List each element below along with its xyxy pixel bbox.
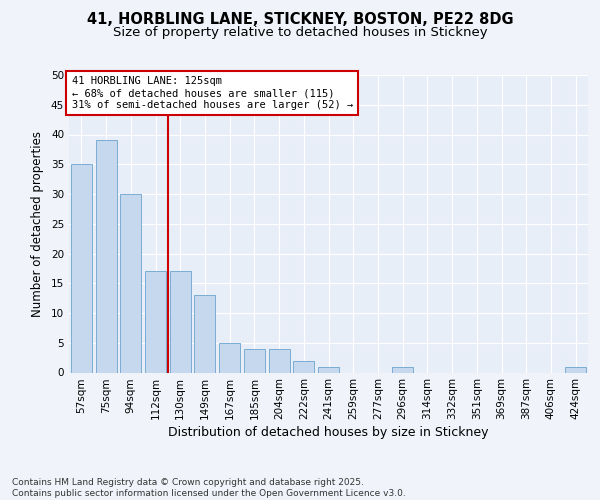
Bar: [269, 348, 290, 372]
Text: Size of property relative to detached houses in Stickney: Size of property relative to detached ho…: [113, 26, 487, 39]
Bar: [95, 140, 116, 372]
Text: 41 HORBLING LANE: 125sqm
← 68% of detached houses are smaller (115)
31% of semi-: 41 HORBLING LANE: 125sqm ← 68% of detach…: [71, 76, 353, 110]
Text: 41, HORBLING LANE, STICKNEY, BOSTON, PE22 8DG: 41, HORBLING LANE, STICKNEY, BOSTON, PE2…: [86, 12, 514, 28]
Bar: [293, 360, 314, 372]
Bar: [120, 194, 141, 372]
Y-axis label: Number of detached properties: Number of detached properties: [31, 130, 44, 317]
Bar: [71, 164, 92, 372]
Bar: [219, 343, 240, 372]
Bar: [145, 272, 166, 372]
Bar: [244, 348, 265, 372]
Text: Contains HM Land Registry data © Crown copyright and database right 2025.
Contai: Contains HM Land Registry data © Crown c…: [12, 478, 406, 498]
Bar: [318, 366, 339, 372]
Bar: [565, 366, 586, 372]
Bar: [170, 272, 191, 372]
Bar: [194, 295, 215, 372]
Bar: [392, 366, 413, 372]
X-axis label: Distribution of detached houses by size in Stickney: Distribution of detached houses by size …: [168, 426, 489, 440]
